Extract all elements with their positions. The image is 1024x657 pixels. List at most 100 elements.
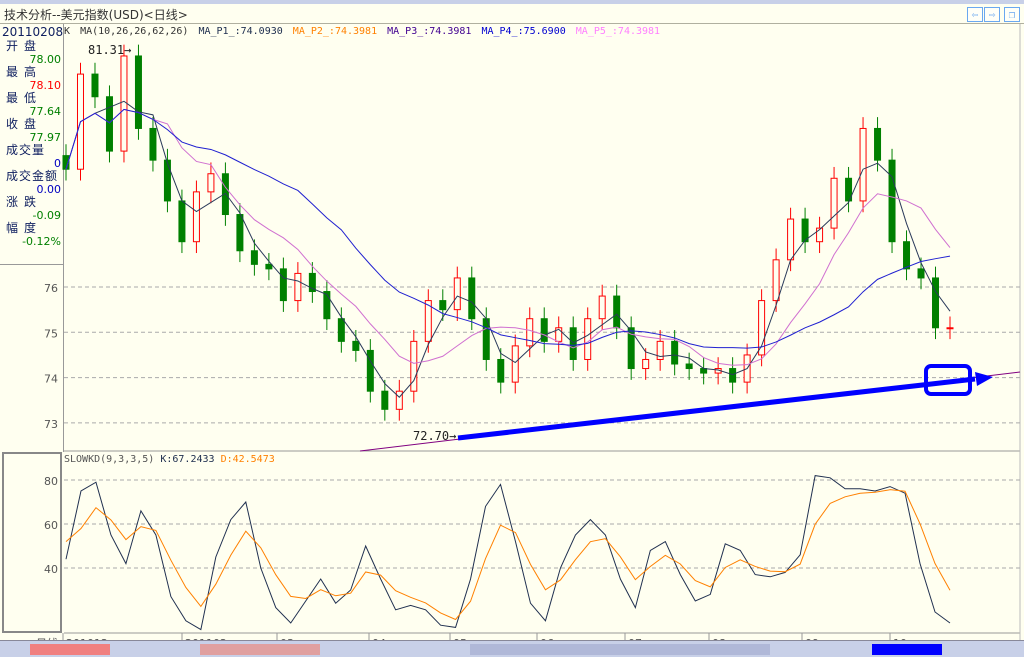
x-tick-label: 03: [280, 637, 294, 640]
candle-up: [555, 327, 563, 342]
candle-up: [511, 345, 519, 383]
price-chart[interactable]: 73 74 75 76 40 60 80 201012 201102 03 04 05 06 07 08 09…: [0, 0, 1024, 640]
candle-down: [888, 159, 896, 243]
candle-down: [685, 363, 693, 370]
candle-up: [946, 327, 954, 330]
field-label: 涨跌: [6, 195, 43, 209]
candle-up: [294, 272, 302, 302]
status-segment: [30, 644, 110, 655]
title-bar: 技术分析--美元指数(USD)<日线> ⇦ ⇨ ❐: [0, 4, 1024, 24]
candle-down: [569, 327, 577, 360]
candle-down: [468, 277, 476, 320]
ma-short-line: [65, 100, 951, 398]
candle-down: [627, 327, 635, 370]
candle-up: [642, 358, 650, 370]
candle-up: [526, 318, 534, 347]
field-label: 最高: [6, 65, 43, 79]
legend-ma-p2: MA_P2_:74.3981: [292, 26, 378, 37]
candle-up: [859, 127, 867, 202]
candle-up: [830, 177, 838, 229]
trendline-arrowhead: [975, 372, 993, 386]
field-value: -0.09: [32, 209, 61, 222]
status-segment: [200, 644, 320, 655]
candle-down: [903, 241, 911, 270]
candle-down: [236, 214, 244, 252]
price-tick-label: 76: [44, 282, 58, 295]
legend-ma-p1: MA_P1_:74.0930: [198, 26, 283, 37]
field-value: 77.64: [29, 105, 62, 118]
candle-down: [279, 268, 287, 302]
x-tick-label: 09: [805, 637, 819, 640]
kd-k-value: K:67.2433: [160, 454, 215, 465]
candle-down: [250, 250, 258, 265]
field-label: 成交金额: [6, 169, 59, 183]
candle-down: [497, 358, 505, 383]
x-tick-label: 201102: [185, 637, 227, 640]
candle-up: [656, 340, 664, 360]
legend-ma-p4: MA_P4_:75.6900: [481, 26, 566, 37]
candle-up: [816, 227, 824, 243]
kd-d-value: D:42.5473: [220, 454, 275, 465]
candle-up: [120, 55, 128, 152]
price-axis-panel: [0, 265, 64, 452]
x-axis-footer-label: 日线: [36, 636, 58, 640]
legend-k: K: [64, 26, 71, 37]
candle-up: [410, 340, 418, 392]
quote-date: 20110208: [2, 25, 64, 39]
x-tick-label: 10: [893, 637, 907, 640]
price-tick-label: 75: [44, 327, 58, 340]
candle-down: [308, 272, 316, 293]
candle-down: [801, 218, 809, 243]
candle-up: [207, 173, 215, 193]
candle-down: [874, 127, 882, 161]
candle-down: [613, 295, 621, 329]
candle-down: [932, 277, 940, 329]
candle-down: [163, 159, 171, 202]
candle-up: [192, 191, 200, 243]
status-segment: [470, 644, 770, 655]
candle-down: [337, 318, 345, 342]
field-label: 幅度: [6, 221, 43, 235]
field-label: 成交量: [6, 143, 46, 157]
x-tick-label: 08: [712, 637, 726, 640]
field-value: 78.00: [29, 53, 62, 66]
field-value: -0.12%: [22, 235, 61, 248]
candle-down: [845, 177, 853, 202]
candle-up: [758, 300, 766, 356]
candle-down: [381, 390, 389, 410]
legend-ma-p5: MA_P5_:74.3981: [575, 26, 661, 37]
low-annotation: 72.70→: [413, 429, 456, 443]
field-label: 开盘: [6, 39, 43, 53]
candle-up: [787, 218, 795, 261]
high-annotation: 81.31→: [88, 43, 131, 57]
arrow-right-icon[interactable]: ⇨: [984, 7, 1000, 22]
window-title: 技术分析--美元指数(USD)<日线>: [4, 8, 188, 22]
ma-legend: K MA(10,26,26,62,26) MA_P1_:74.0930 MA_P…: [64, 26, 664, 37]
legend-ma: MA(10,26,26,62,26): [80, 26, 189, 37]
indicator-axis-panel: [2, 452, 62, 633]
candle-up: [453, 277, 461, 311]
window-restore-icon[interactable]: ❐: [1004, 7, 1020, 22]
candle-up: [598, 295, 606, 320]
kd-d-line: [65, 489, 951, 621]
field-value: 78.10: [29, 79, 62, 92]
support-trendline: [457, 376, 976, 441]
candle-down: [91, 73, 99, 98]
arrow-left-icon[interactable]: ⇦: [967, 7, 983, 22]
top-strip: [0, 0, 1024, 4]
candle-up: [395, 390, 403, 410]
x-tick-label: 05: [453, 637, 467, 640]
kd-k-line: [65, 475, 951, 631]
highlight-box: [924, 364, 972, 396]
field-value: 0.00: [36, 183, 62, 196]
candle-down: [134, 55, 142, 129]
legend-ma-p3: MA_P3_:74.3981: [387, 26, 472, 37]
x-tick-label: 201012: [66, 637, 108, 640]
candle-down: [149, 127, 157, 161]
quote-info-panel: 20110208 开盘 78.00 最高 78.10 最低 77.64 收盘 77.97 成交量…: [0, 24, 64, 265]
kd-tick-label: 40: [44, 563, 58, 576]
status-bar: [0, 640, 1024, 657]
candle-down: [729, 368, 737, 383]
candle-up: [772, 259, 780, 302]
x-tick-label: 04: [372, 637, 386, 640]
